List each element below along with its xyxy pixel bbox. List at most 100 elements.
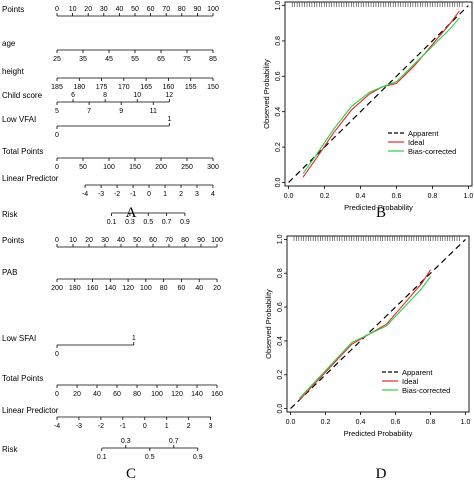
nomogram-a-row-total-points-label: Total Points [2,147,43,156]
nomogram-a-row-points-tick-label-4: 40 [116,6,124,13]
nomogram-c-row-points: Points 0 10 20 30 40 50 60 70 80 90 100 [2,236,223,248]
y-tick-label-4: 0.8 [275,36,282,46]
calibration-d: 0.0 0.2 0.4 0.6 0.8 1.0 0.0 0.2 0.4 0.6 0.8 1.0 Pred… [264,234,470,438]
panel-label-d: D [375,466,387,482]
nomogram-c-row-pab-tick-label-2: 160 [87,285,99,292]
nomogram-c-row-linear-predictor-tick-label-6: 2 [187,423,191,430]
nomogram-a-row-height-tick-label-7: 150 [207,84,219,91]
legend-label-apparent: Apparent [408,129,439,138]
y-tick-label-1: 0.2 [277,370,284,380]
y-tick-label-2: 0.4 [275,107,282,117]
nomogram-a-row-child-score-tick-label-7: 12 [165,92,173,99]
nomogram-c-row-linear-predictor-tick-label-1: -3 [76,423,82,430]
nomogram-c-row-low-sfai-tick-label-0: 0 [55,351,59,358]
x-tick-label-0: 0.0 [284,193,294,200]
nomogram-a-row-age-label: age [2,39,16,48]
nomogram-c-row-linear-predictor-label: Linear Predictor [2,406,59,415]
nomogram-a-row-low-vfai-tick-label-1: 1 [167,116,171,123]
calibration-b-rug [291,2,463,7]
nomogram-c-row-linear-predictor: Linear Predictor -4 -3 -2 -1 0 1 2 3 [2,406,213,430]
nomogram-a-row-total-points-tick-label-2: 100 [103,164,115,171]
nomogram-c-row-linear-predictor-tick-label-4: 0 [143,423,147,430]
y-tick-label-5: 1.0 [277,234,284,244]
nomogram-c-row-points-tick-label-10: 100 [211,237,223,244]
nomogram-a-row-linear-predictor-tick-label-2: -2 [114,191,120,198]
panel-label-a: A [125,205,137,221]
nomogram-c-row-linear-predictor-tick-label-3: -1 [120,423,126,430]
nomogram-c-row-risk-label: Risk [2,445,19,454]
series-bias-corrected [302,17,460,174]
nomogram-a-row-height-tick-label-1: 180 [73,84,85,91]
nomogram-a-row-total-points-tick-label-6: 300 [207,164,219,171]
nomogram-a-row-points-tick-label-1: 10 [69,6,77,13]
series-apparent [290,238,466,410]
y-tick-label-0: 0.0 [277,404,284,414]
nomogram-a-row-linear-predictor-tick-label-5: 1 [163,191,167,198]
y-axis-label: Observed Probability [264,289,273,359]
nomogram-c-row-total-points-tick-label-7: 140 [191,391,203,398]
nomogram-c-row-total-points-tick-label-1: 20 [73,391,81,398]
nomogram-c-row-low-sfai-label: Low SFAI [2,334,36,343]
nomogram-a-row-total-points: Total Points 0 50 100 150 200 250 300 [2,147,219,171]
nomogram-c-row-pab-label: PAB [2,268,17,277]
nomogram-c-row-risk-tick-label-0: 0.1 [97,454,107,461]
y-tick-label-3: 0.6 [277,302,284,312]
nomogram-c-row-risk-tick-label-3: 0.7 [169,438,179,445]
nomogram-a-row-linear-predictor: Linear Predictor -4 -3 -2 -1 0 1 2 3 4 [2,174,215,198]
nomogram-c-row-pab-tick-label-3: 140 [104,285,116,292]
nomogram-c-row-points-tick-label-5: 50 [133,237,141,244]
nomogram-a-row-total-points-tick-label-0: 0 [55,164,59,171]
nomogram-a-row-linear-predictor-tick-label-4: 0 [147,191,151,198]
nomogram-a-row-child-score-tick-label-4: 9 [119,108,123,115]
nomogram-a-row-risk-label: Risk [2,210,19,219]
x-tick-label-1: 0.2 [321,419,331,426]
nomogram-a-row-age-tick-label-2: 45 [105,56,113,63]
nomogram-a-row-risk-tick-label-2: 0.5 [143,219,153,226]
nomogram-a-row-points-label: Points [2,5,24,14]
nomogram-c-row-linear-predictor-tick-label-0: -4 [54,423,60,430]
nomogram-a-row-risk-tick-label-4: 0.9 [180,219,190,226]
nomogram-c-row-risk-tick-label-4: 0.9 [193,454,203,461]
x-tick-label-4: 0.8 [426,419,436,426]
nomogram-a-row-points-tick-label-5: 50 [131,6,139,13]
series-bias-corrected [298,276,431,399]
nomogram-a-row-age-tick-label-4: 65 [157,56,165,63]
nomogram-a-row-low-vfai: Low VFAI 0 1 [2,115,171,139]
nomogram-c-row-pab-tick-label-1: 180 [69,285,81,292]
nomogram-a-row-age-tick-label-3: 55 [131,56,139,63]
nomogram-a-row-risk-tick-label-3: 0.7 [162,219,172,226]
nomogram-c-row-total-points-tick-label-3: 60 [113,391,121,398]
nomogram-a-row-age: age 25 35 45 55 65 75 85 [2,39,217,63]
nomogram-a-row-points: Points 0 10 20 30 40 50 60 70 80 90 100 [2,5,219,17]
nomogram-c-row-pab: PAB 200 180 160 140 120 100 80 60 40 20 [2,268,221,292]
x-tick-label-2: 0.4 [356,193,366,200]
nomogram-a-row-points-tick-label-9: 90 [194,6,202,13]
nomogram-c-row-points-label: Points [2,236,24,245]
x-tick-label-4: 0.8 [428,193,438,200]
nomogram-c-row-total-points-tick-label-0: 0 [55,391,59,398]
nomogram-a-row-child-score-tick-label-6: 11 [150,108,157,115]
nomogram-c-row-pab-tick-label-8: 40 [195,285,203,292]
y-tick-label-3: 0.6 [275,71,282,81]
nomogram-a-row-age-tick-label-5: 75 [183,56,191,63]
nomogram-c-row-pab-tick-label-5: 100 [140,285,152,292]
nomogram-c-row-linear-predictor-tick-label-7: 3 [209,423,213,430]
legend-label-bias-corrected: Bias-corrected [408,147,456,156]
nomogram-a-row-linear-predictor-tick-label-0: -4 [82,191,88,198]
nomogram-c-row-total-points-label: Total Points [2,374,43,383]
nomogram-c-row-pab-tick-label-9: 20 [213,285,221,292]
nomogram-c-row-pab-tick-label-7: 60 [178,285,186,292]
series-apparent [288,5,469,183]
nomogram-a-row-linear-predictor-tick-label-1: -3 [98,191,104,198]
x-tick-label-3: 0.6 [392,193,402,200]
nomogram-a-row-linear-predictor-label: Linear Predictor [2,174,59,183]
legend-label-ideal: Ideal [402,377,419,386]
nomogram-a-row-child-score-tick-label-5: 10 [133,92,141,99]
nomogram-a-row-risk-tick-label-0: 0.1 [107,219,117,226]
x-tick-label-5: 1.0 [461,419,471,426]
calibration-b: 0.0 0.2 0.4 0.6 0.8 1.0 0.0 0.2 0.4 0.6 0.8 1.0 Pred… [262,1,473,212]
x-tick-label-1: 0.2 [320,193,330,200]
nomogram-a-row-height-label: height [2,67,25,76]
